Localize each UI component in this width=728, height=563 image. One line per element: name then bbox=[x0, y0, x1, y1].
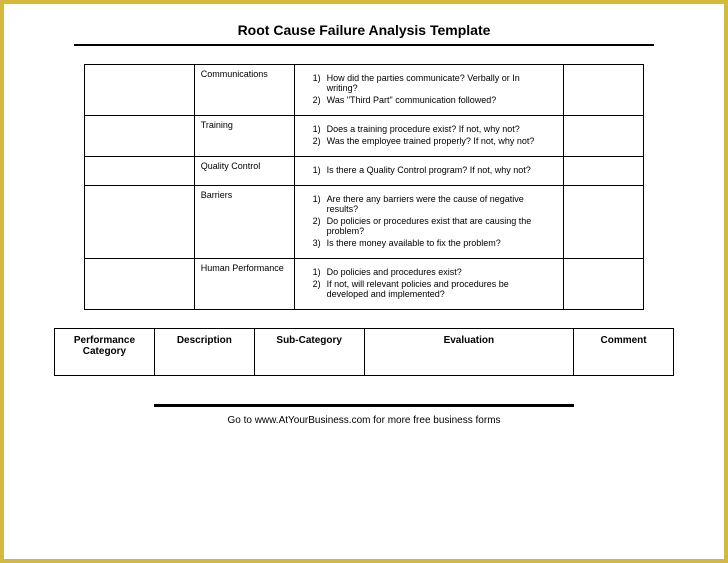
cell-evaluation: 1)Is there a Quality Control program? If… bbox=[294, 157, 564, 186]
cell-blank bbox=[85, 259, 195, 310]
list-number: 1) bbox=[307, 165, 327, 175]
list-number: 1) bbox=[307, 124, 327, 134]
header-sub-category: Sub-Category bbox=[254, 329, 364, 376]
list-item: 2)Was "Third Part" communication followe… bbox=[307, 95, 552, 105]
list-number: 1) bbox=[307, 267, 327, 277]
list-text: Was "Third Part" communication followed? bbox=[327, 95, 552, 105]
list-number: 2) bbox=[307, 95, 327, 105]
analysis-table: Communications1)How did the parties comm… bbox=[84, 64, 644, 310]
list-number: 2) bbox=[307, 279, 327, 299]
list-number: 3) bbox=[307, 238, 327, 248]
list-item: 1)Do policies and procedures exist? bbox=[307, 267, 552, 277]
table-row: Human Performance 1)Do policies and proce… bbox=[85, 259, 644, 310]
list-text: Does a training procedure exist? If not,… bbox=[327, 124, 552, 134]
summary-table: Performance Category Description Sub-Cat… bbox=[54, 328, 674, 376]
header-comment: Comment bbox=[574, 329, 674, 376]
list-number: 1) bbox=[307, 194, 327, 214]
header-performance-category: Performance Category bbox=[55, 329, 155, 376]
list-text: Is there money available to fix the prob… bbox=[327, 238, 552, 248]
list-number: 1) bbox=[307, 73, 327, 93]
cell-comment bbox=[564, 157, 644, 186]
list-item: 3)Is there money available to fix the pr… bbox=[307, 238, 552, 248]
list-text: How did the parties communicate? Verball… bbox=[327, 73, 552, 93]
header-evaluation: Evaluation bbox=[364, 329, 574, 376]
list-item: 1)Is there a Quality Control program? If… bbox=[307, 165, 552, 175]
cell-blank bbox=[85, 65, 195, 116]
cell-evaluation: 1)Does a training procedure exist? If no… bbox=[294, 116, 564, 157]
list-item: 2)Was the employee trained properly? If … bbox=[307, 136, 552, 146]
list-item: 2)Do policies or procedures exist that a… bbox=[307, 216, 552, 236]
header-description: Description bbox=[154, 329, 254, 376]
cell-category: Communications bbox=[194, 65, 294, 116]
list-text: If not, will relevant policies and proce… bbox=[327, 279, 552, 299]
cell-evaluation: 1)Are there any barriers were the cause … bbox=[294, 186, 564, 259]
cell-category: Barriers bbox=[194, 186, 294, 259]
list-text: Are there any barriers were the cause of… bbox=[327, 194, 552, 214]
list-item: 1)Does a training procedure exist? If no… bbox=[307, 124, 552, 134]
list-text: Is there a Quality Control program? If n… bbox=[327, 165, 552, 175]
table-row: Training 1)Does a training procedure exis… bbox=[85, 116, 644, 157]
footer-divider bbox=[154, 404, 574, 407]
cell-blank bbox=[85, 186, 195, 259]
list-item: 1)Are there any barriers were the cause … bbox=[307, 194, 552, 214]
cell-category: Quality Control bbox=[194, 157, 294, 186]
list-text: Do policies and procedures exist? bbox=[327, 267, 552, 277]
cell-blank bbox=[85, 157, 195, 186]
table-row: Barriers 1)Are there any barriers were th… bbox=[85, 186, 644, 259]
list-item: 1)How did the parties communicate? Verba… bbox=[307, 73, 552, 93]
footer-text: Go to www.AtYourBusiness.com for more fr… bbox=[44, 415, 684, 426]
list-number: 2) bbox=[307, 216, 327, 236]
cell-comment bbox=[564, 116, 644, 157]
list-text: Was the employee trained properly? If no… bbox=[327, 136, 552, 146]
list-number: 2) bbox=[307, 136, 327, 146]
list-text: Do policies or procedures exist that are… bbox=[327, 216, 552, 236]
table-row: Communications 1)How did the parties comm… bbox=[85, 65, 644, 116]
cell-comment bbox=[564, 186, 644, 259]
cell-category: Training bbox=[194, 116, 294, 157]
cell-evaluation: 1)How did the parties communicate? Verba… bbox=[294, 65, 564, 116]
cell-blank bbox=[85, 116, 195, 157]
cell-evaluation: 1)Do policies and procedures exist?2)If … bbox=[294, 259, 564, 310]
cell-comment bbox=[564, 65, 644, 116]
table-row: Quality Control 1)Is there a Quality Cont… bbox=[85, 157, 644, 186]
list-item: 2)If not, will relevant policies and pro… bbox=[307, 279, 552, 299]
cell-comment bbox=[564, 259, 644, 310]
page-title: Root Cause Failure Analysis Template bbox=[74, 22, 654, 46]
cell-category: Human Performance bbox=[194, 259, 294, 310]
